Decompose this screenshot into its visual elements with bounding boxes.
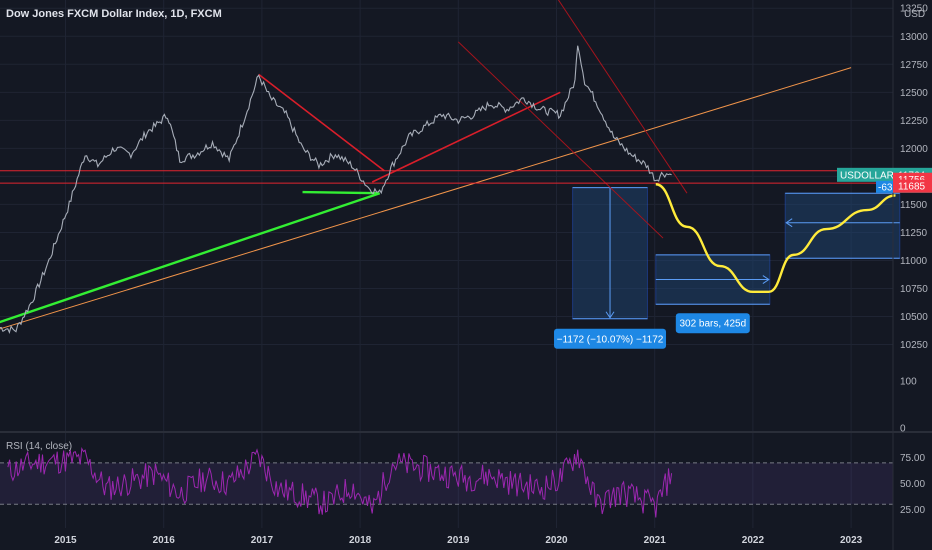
measure-arrow-head	[785, 218, 793, 228]
y-tick-label: 10750	[900, 284, 928, 295]
measure-arrow-head	[605, 311, 615, 319]
x-tick-label: 2017	[251, 535, 274, 546]
measure-label-2: 302 bars, 425d	[679, 319, 746, 330]
x-tick-label: 2018	[349, 535, 372, 546]
red-trend-line[interactable]	[371, 91, 561, 183]
symbol-label: USDOLLAR	[840, 170, 894, 181]
y-tick-label: 11000	[900, 256, 928, 267]
rsi-label: RSI (14, close)	[6, 441, 72, 452]
chart-title: Dow Jones FXCM Dollar Index, 1D, FXCM	[6, 8, 222, 20]
red-channel-line[interactable]	[557, 0, 688, 194]
measure-label-bg[interactable]	[554, 328, 667, 349]
x-tick-label: 2020	[545, 535, 568, 546]
x-tick-label: 2015	[54, 535, 77, 546]
rsi-tick-label: 50.00	[900, 479, 925, 490]
rsi-tick-label: 75.00	[900, 453, 925, 464]
volume-tick-label: 100	[900, 377, 917, 388]
red-channel-line[interactable]	[457, 41, 664, 239]
y-tick-label: 11500	[900, 200, 928, 211]
red-trend-line[interactable]	[258, 73, 385, 172]
volume-tick-label: 0	[900, 424, 906, 435]
y-tick-label: 12250	[900, 116, 928, 127]
y-tick-label: 10250	[900, 340, 928, 351]
measure-label-1: −1172 (−10.07%) −1172	[557, 334, 664, 345]
symbol-price-tag[interactable]	[837, 167, 893, 182]
rsi-tick-label: 25.00	[900, 505, 925, 516]
x-tick-label: 2019	[447, 535, 470, 546]
y-tick-label: 12000	[900, 144, 928, 155]
orange-trend-line[interactable]	[0, 67, 852, 339]
x-tick-label: 2023	[840, 535, 863, 546]
red-level-2-label: 11685	[898, 182, 926, 193]
y-tick-label: 11250	[900, 228, 928, 239]
forecast-path[interactable]	[655, 183, 896, 294]
y-tick-label: 12500	[900, 88, 928, 99]
y-tick-label: 10500	[900, 312, 928, 323]
change-tag	[876, 180, 893, 193]
red-level-2-tag	[893, 179, 932, 193]
x-tick-label: 2022	[742, 535, 765, 546]
currency-label: USD	[904, 9, 925, 20]
x-tick-label: 2016	[153, 535, 176, 546]
rsi-series-line[interactable]	[7, 446, 673, 518]
x-tick-label: 2021	[644, 535, 667, 546]
green-trend-line[interactable]	[302, 190, 379, 195]
y-tick-label: 12750	[900, 60, 928, 71]
measure-arrow-head	[762, 275, 770, 284]
change-label: -63	[878, 182, 893, 193]
price-series-line[interactable]	[0, 45, 672, 335]
measure-label-bg[interactable]	[675, 313, 750, 334]
y-tick-label: 13000	[900, 32, 928, 43]
green-trend-line[interactable]	[0, 192, 381, 324]
y-tick-label: 13250	[900, 4, 928, 15]
